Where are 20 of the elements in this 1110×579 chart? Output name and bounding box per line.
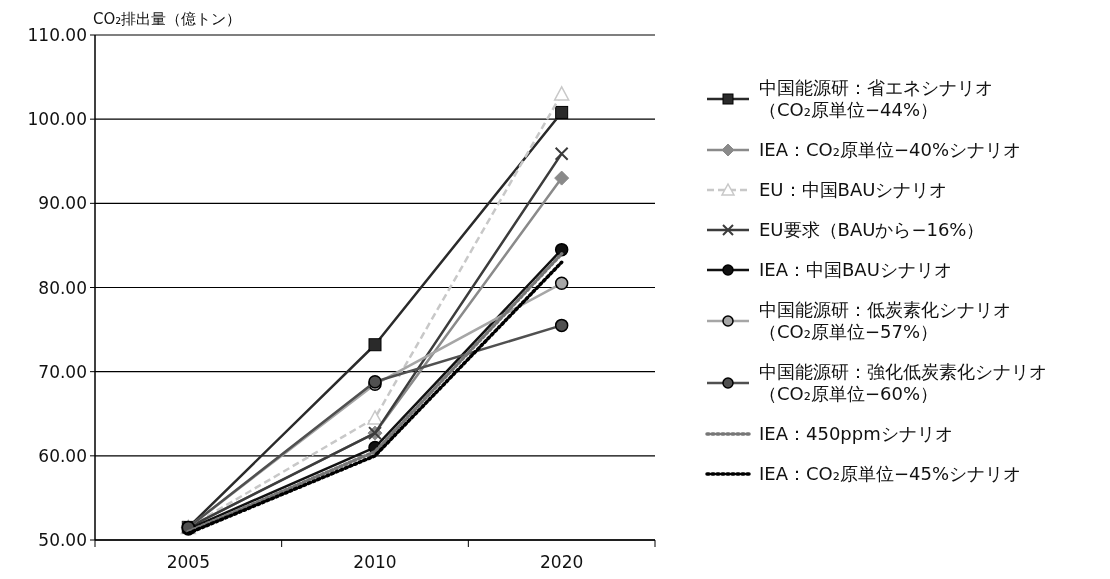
legend-label: EU要求（BAUから−16%） [759,218,986,241]
y-axis-title: CO₂排出量（億トン） [93,10,242,28]
x-tick-label: 2020 [540,552,584,572]
y-tick-label: 60.00 [38,445,87,466]
y-tick-label: 80.00 [38,277,87,298]
legend-label: IEA：450ppmシナリオ [759,422,954,445]
legend-label: 中国能源研：省エネシナリオ（CO₂原単位−44%） [759,76,994,121]
x-tick-label: 2005 [166,552,210,572]
legend-label: EU：中国BAUシナリオ [759,178,949,201]
legend-label: IEA：CO₂原単位−45%シナリオ [759,462,1023,485]
y-tick-label: 100.00 [27,109,87,130]
y-tick-label: 50.00 [38,530,87,550]
y-tick-label: 70.00 [38,361,87,382]
x-tick-label: 2010 [353,552,397,572]
legend-label: IEA：中国BAUシナリオ [759,258,953,281]
legend-label: 中国能源研：低炭素化シナリオ（CO₂原単位−57%） [759,298,1012,343]
y-tick-label: 90.00 [38,193,87,214]
y-tick-label: 110.00 [27,25,87,45]
legend-label: IEA：CO₂原単位−40%シナリオ [759,138,1023,161]
legend-label: 中国能源研：強化低炭素化シナリオ（CO₂原単位−60%） [759,360,1048,405]
